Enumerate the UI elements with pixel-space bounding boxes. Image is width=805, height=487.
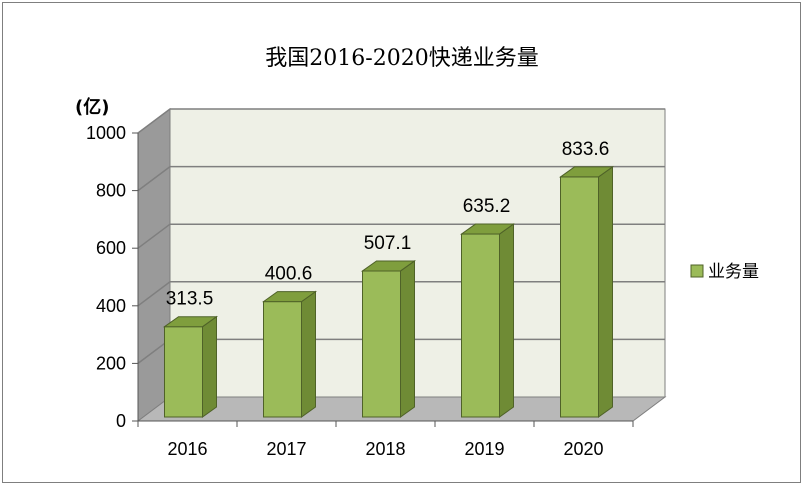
y-tick-label: 200 xyxy=(96,353,126,373)
bar-top-2017 xyxy=(261,291,318,303)
bar-chart: 我国2016-2020快递业务量 (亿) 0 200 400 600 800 1000 20… xyxy=(75,46,759,459)
y-tick-label: 600 xyxy=(96,238,126,258)
y-axis-unit-label: (亿) xyxy=(75,96,109,118)
y-tick-label: 400 xyxy=(96,296,126,316)
bar-front-2018 xyxy=(362,270,401,418)
y-tick-label: 1000 xyxy=(86,123,126,143)
data-labels: 313.5 400.6 507.1 635.2 833.6 xyxy=(166,139,610,310)
bar-front-2016 xyxy=(164,326,203,418)
x-tick-label-2017: 2017 xyxy=(266,439,306,459)
data-label-2016: 313.5 xyxy=(166,289,214,310)
legend: 业务量 xyxy=(690,262,759,282)
data-label-2020: 833.6 xyxy=(562,139,610,160)
gridline xyxy=(137,165,665,192)
data-label-2018: 507.1 xyxy=(364,233,412,254)
bar-front-2019 xyxy=(461,233,500,418)
y-tick-label: 0 xyxy=(116,411,126,431)
bar-top-2018 xyxy=(360,260,417,272)
bar-side-2020 xyxy=(598,165,613,418)
data-label-2017: 400.6 xyxy=(265,264,313,285)
legend-label: 业务量 xyxy=(708,262,759,282)
legend-swatch xyxy=(690,264,704,278)
bar-side-2016 xyxy=(202,315,217,418)
axes: 0 200 400 600 800 1000 2016 2017 2018 2019 2020 xyxy=(86,123,634,459)
data-label-2019: 635.2 xyxy=(463,196,511,217)
gridline xyxy=(137,108,665,134)
x-tick-label-2019: 2019 xyxy=(464,439,504,459)
x-tick-label-2020: 2020 xyxy=(563,439,603,459)
bar-front-2017 xyxy=(263,301,302,418)
bar-side-2017 xyxy=(301,290,316,418)
x-tick-label-2018: 2018 xyxy=(365,439,405,459)
x-tick-label-2016: 2016 xyxy=(167,439,207,459)
bars xyxy=(162,165,615,418)
bar-top-2019 xyxy=(459,223,516,235)
bar-top-2020 xyxy=(558,166,615,178)
bar-side-2019 xyxy=(499,223,514,418)
chart-title: 我国2016-2020快递业务量 xyxy=(265,46,538,71)
y-tick-label: 800 xyxy=(96,181,126,201)
bar-top-2016 xyxy=(162,316,219,328)
bar-side-2018 xyxy=(400,259,415,418)
bar-front-2020 xyxy=(560,176,599,418)
